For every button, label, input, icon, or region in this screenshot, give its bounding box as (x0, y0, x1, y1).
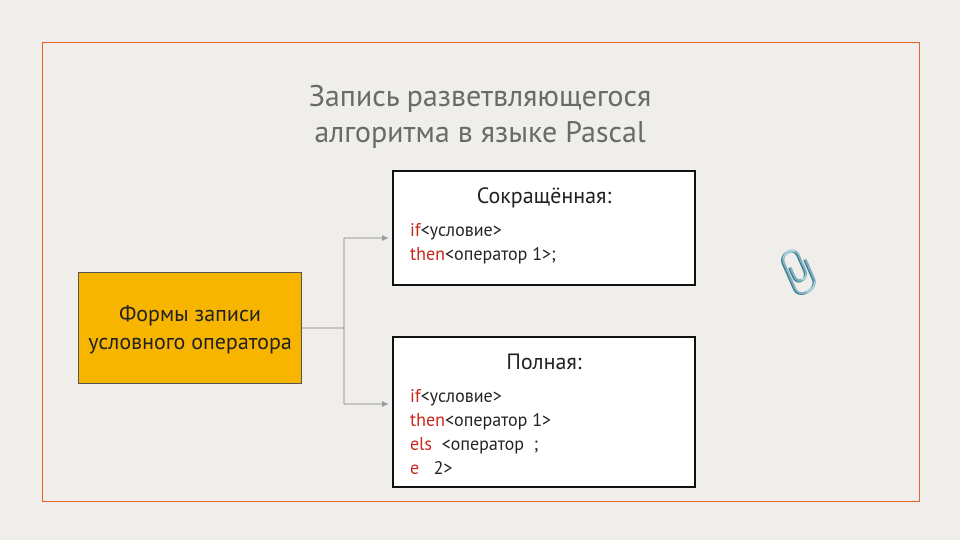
short-line-1: if<условие> (410, 218, 678, 242)
kw-els: els (410, 432, 432, 455)
source-node: Формы записи условного оператора (78, 272, 302, 384)
full-form-title: Полная: (410, 348, 678, 376)
short-line-1-rest: <условие> (421, 218, 502, 241)
paperclip-icon: 📎 (767, 243, 824, 301)
full-line-2: then<оператор 1> (410, 408, 678, 432)
full-form-box: Полная: if<условие> then<оператор 1> els… (392, 336, 696, 488)
short-line-2-rest: <оператор 1>; (445, 242, 556, 265)
short-line-2: then<оператор 1>; (410, 242, 678, 266)
kw-if: if (410, 218, 421, 241)
full-line-1-rest: <условие> (421, 384, 502, 407)
short-form-title: Сокращённая: (410, 182, 678, 210)
full-line-3: els <оператор ; (410, 432, 678, 456)
kw-if-2: if (410, 384, 421, 407)
title-line-1: Запись разветвляющегося (309, 76, 652, 115)
source-label: Формы записи условного оператора (87, 300, 293, 356)
full-line-3-rest: <оператор ; (432, 432, 538, 455)
slide-title: Запись разветвляющегося алгоритма в язык… (0, 78, 960, 150)
title-line-2: алгоритма в языке Pascal (314, 112, 645, 151)
short-form-box: Сокращённая: if<условие> then<оператор 1… (392, 170, 696, 286)
full-line-4-rest: 2> (419, 456, 452, 479)
full-line-4: e 2> (410, 456, 678, 480)
full-line-1: if<условие> (410, 384, 678, 408)
kw-then-2: then (410, 408, 445, 431)
kw-then: then (410, 242, 445, 265)
kw-e: e (410, 456, 419, 479)
full-line-2-rest: <оператор 1> (445, 408, 551, 431)
